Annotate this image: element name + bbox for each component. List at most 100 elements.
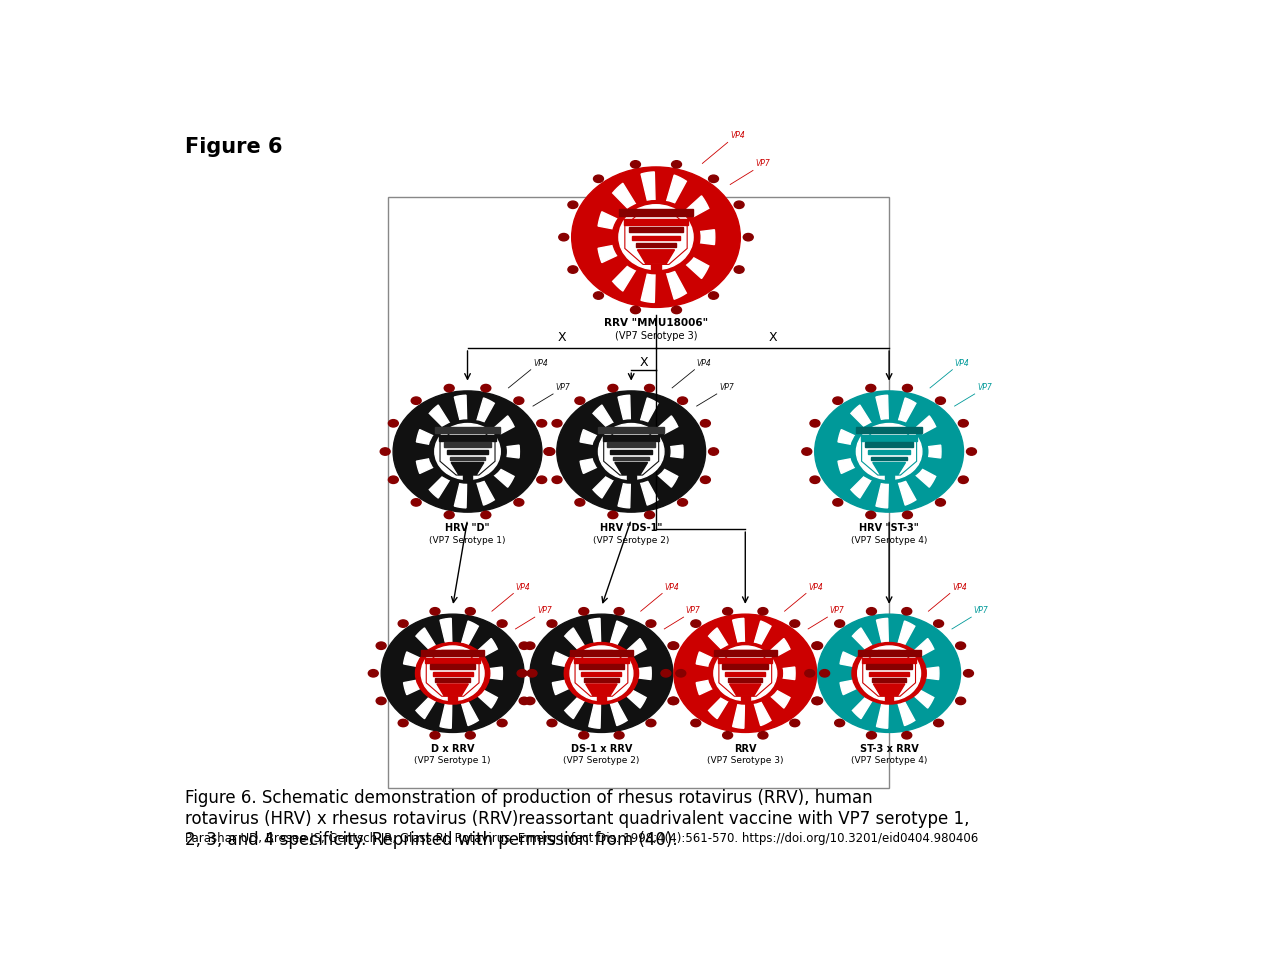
Text: VP4: VP4 [955,359,969,368]
Polygon shape [468,628,489,653]
Ellipse shape [612,201,700,274]
Bar [861,658,916,662]
Polygon shape [611,621,627,647]
Circle shape [956,642,965,649]
Polygon shape [897,621,915,647]
Circle shape [933,719,943,727]
Ellipse shape [818,614,960,732]
Bar [448,696,457,702]
Text: VP4: VP4 [664,583,680,591]
Circle shape [376,697,387,705]
Polygon shape [580,429,604,446]
Circle shape [835,620,845,627]
Polygon shape [696,679,719,695]
Polygon shape [494,429,518,446]
Circle shape [444,512,454,518]
Polygon shape [416,694,436,719]
Text: X: X [768,331,777,345]
Circle shape [411,498,421,506]
Polygon shape [454,396,467,421]
Bar [884,696,893,702]
Ellipse shape [530,614,673,732]
Circle shape [568,201,577,208]
Polygon shape [890,618,902,643]
Circle shape [513,397,524,404]
Polygon shape [658,457,682,473]
Polygon shape [408,686,431,708]
Circle shape [819,670,829,677]
Ellipse shape [708,642,782,704]
Text: HRV "D": HRV "D" [445,523,490,533]
Polygon shape [628,667,652,680]
Circle shape [559,233,568,241]
Bar [570,650,632,656]
Bar [858,650,920,656]
Circle shape [380,447,390,455]
Ellipse shape [850,420,928,483]
Circle shape [758,732,768,739]
Circle shape [466,608,475,615]
Circle shape [545,447,554,455]
Polygon shape [403,667,425,680]
Polygon shape [429,473,451,498]
Bar [628,227,684,231]
Polygon shape [905,694,925,719]
Polygon shape [654,466,678,488]
Circle shape [497,620,507,627]
Polygon shape [767,638,790,660]
Polygon shape [474,686,498,708]
Polygon shape [911,416,936,438]
Polygon shape [454,482,467,508]
Polygon shape [689,229,714,245]
Ellipse shape [421,646,484,701]
Circle shape [430,608,440,615]
Polygon shape [626,175,646,205]
Polygon shape [602,618,614,643]
Polygon shape [553,652,576,668]
Bar [652,264,660,271]
Polygon shape [476,478,494,505]
Text: VP4: VP4 [532,359,548,368]
Polygon shape [494,457,518,473]
Circle shape [959,476,968,484]
Circle shape [536,476,547,484]
Polygon shape [660,445,684,458]
Polygon shape [421,466,445,488]
Circle shape [579,732,589,739]
Bar [613,457,649,460]
Polygon shape [476,398,494,424]
Circle shape [813,697,823,705]
Polygon shape [627,679,650,695]
Bar [584,679,618,682]
Circle shape [812,697,822,705]
Bar [728,679,763,682]
Text: X: X [639,356,648,369]
Polygon shape [658,429,682,446]
Bar [579,664,625,668]
Polygon shape [876,396,888,421]
Polygon shape [657,172,671,202]
Polygon shape [416,457,440,473]
Circle shape [614,608,625,615]
Bar [872,457,908,460]
Bar [463,474,472,481]
Text: VP7: VP7 [719,383,733,392]
Polygon shape [641,172,655,202]
Polygon shape [732,618,745,643]
Polygon shape [864,621,881,647]
Bar [867,664,911,668]
FancyBboxPatch shape [388,197,890,788]
Polygon shape [613,183,637,212]
Circle shape [700,420,710,427]
Text: (VP7 Serotype 4): (VP7 Serotype 4) [851,756,927,765]
Bar [865,443,913,446]
Polygon shape [840,667,861,680]
Circle shape [936,498,946,506]
Polygon shape [838,429,863,446]
Bar [869,672,909,676]
Circle shape [964,670,973,677]
Polygon shape [626,269,646,300]
Circle shape [677,498,687,506]
Circle shape [810,476,820,484]
Circle shape [552,420,562,427]
